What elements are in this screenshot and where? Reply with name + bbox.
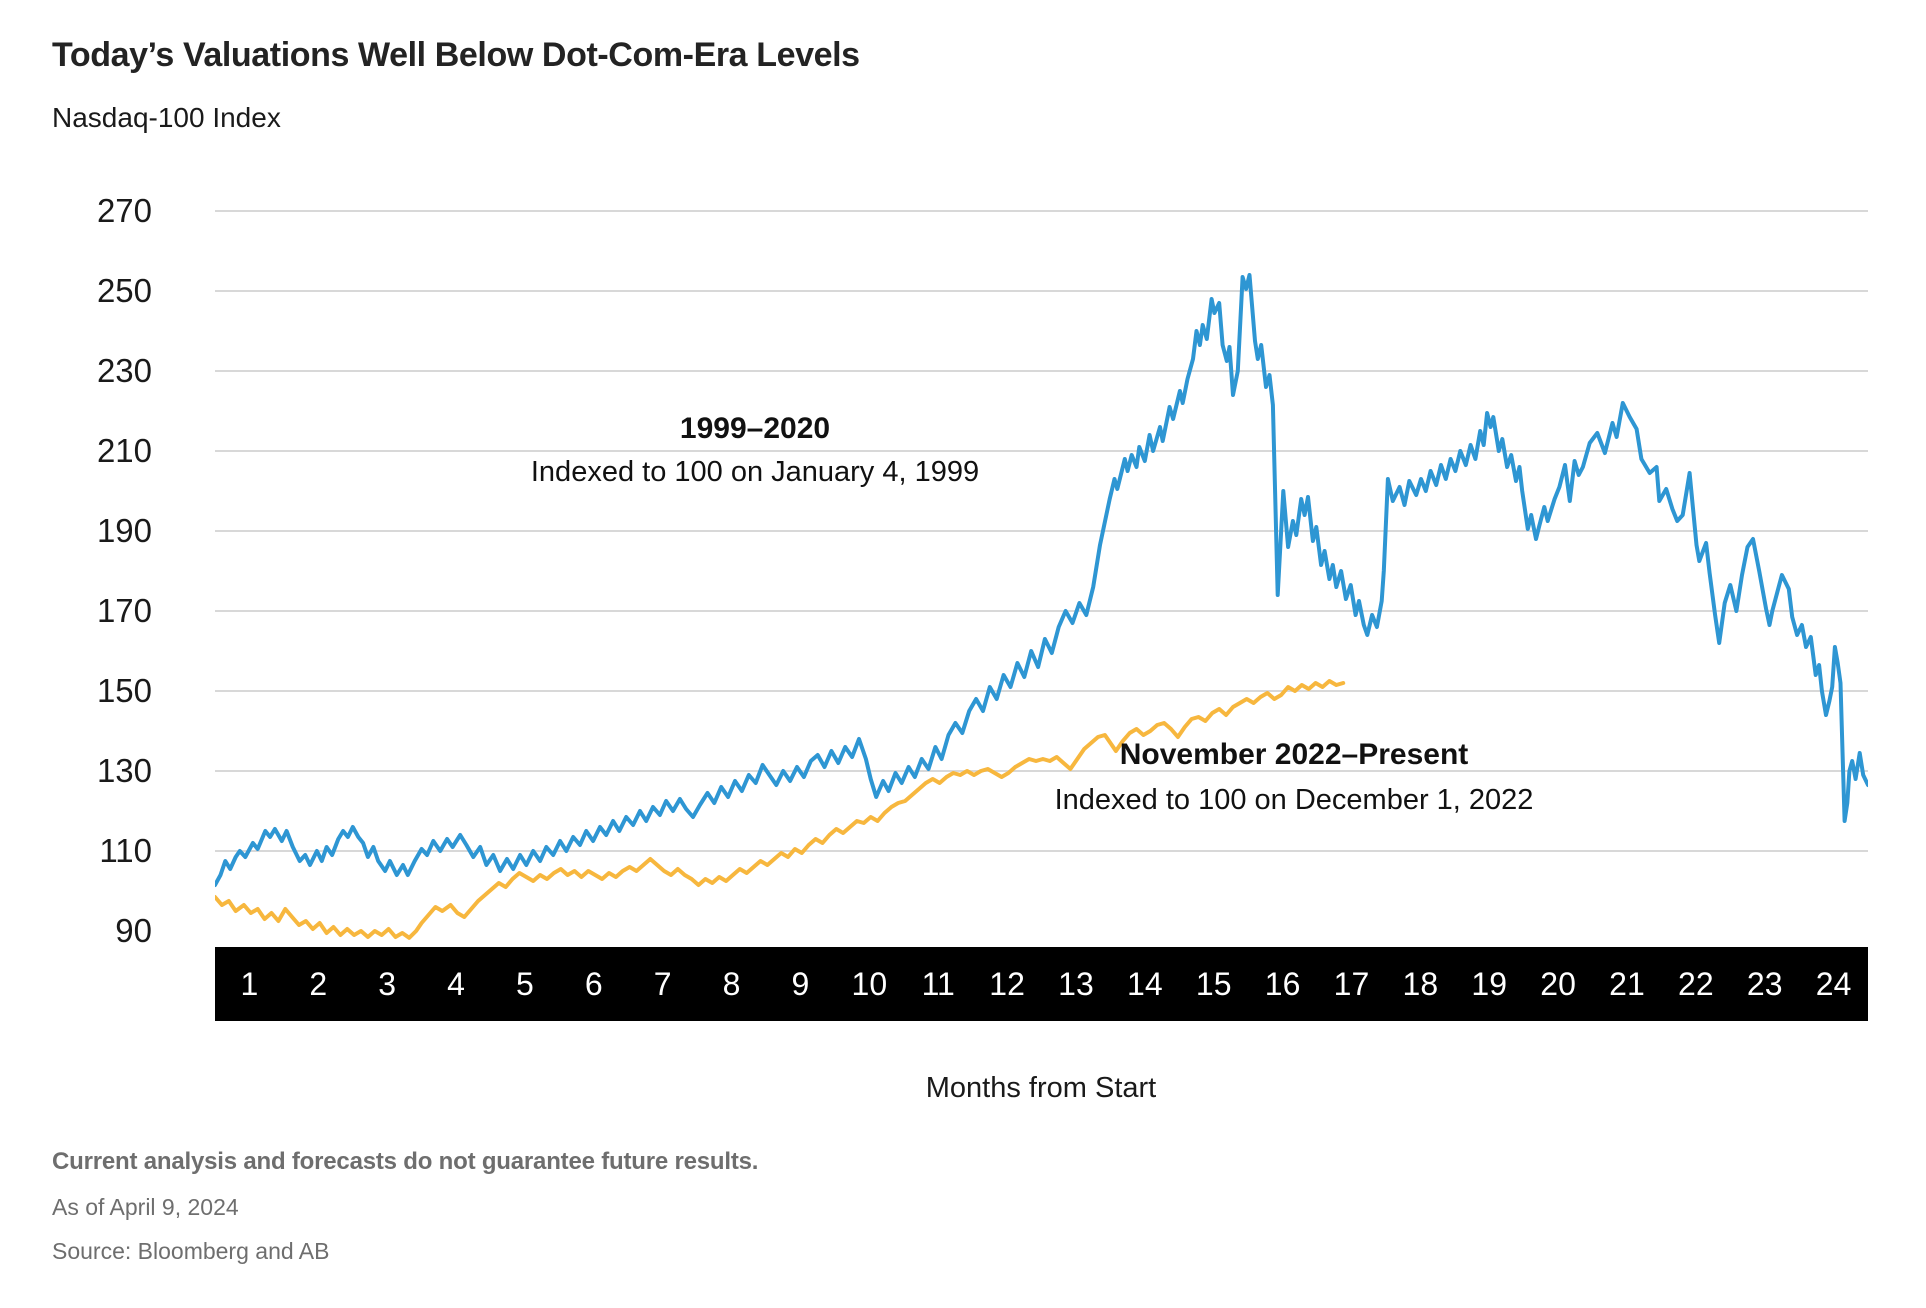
y-tick-label-90: 90 bbox=[115, 912, 152, 949]
x-tick-label-5: 5 bbox=[516, 966, 534, 1002]
y-tick-label-110: 110 bbox=[99, 832, 152, 869]
x-tick-label-9: 9 bbox=[791, 966, 810, 1002]
series1-annotation-title: 1999–2020 bbox=[679, 412, 831, 445]
x-tick-label-14: 14 bbox=[1127, 966, 1163, 1002]
y-tick-label-210: 210 bbox=[96, 432, 152, 469]
series2-annotation-title: November 2022–Present bbox=[1119, 738, 1469, 771]
x-tick-label-15: 15 bbox=[1195, 966, 1232, 1002]
y-tick-label-230: 230 bbox=[96, 352, 152, 389]
chart-title: Today’s Valuations Well Below Dot-Com-Er… bbox=[52, 36, 860, 74]
chart-subtitle: Nasdaq-100 Index bbox=[52, 102, 281, 133]
plot-area bbox=[215, 210, 1868, 940]
as-of-date: As of April 9, 2024 bbox=[52, 1194, 239, 1220]
series1-annotation-subtitle: Indexed to 100 on January 4, 1999 bbox=[530, 456, 980, 488]
x-axis-band: 1 2 3 4 5 6 7 8 9 10 11 12 13 14 15 16 17 18 19 20 21 22 23 24 bbox=[215, 947, 1868, 1021]
disclaimer-note: Current analysis and forecasts do not gu… bbox=[52, 1148, 759, 1175]
x-tick-label-12: 12 bbox=[989, 966, 1025, 1002]
y-tick-label-170: 170 bbox=[96, 592, 152, 629]
y-tick-label-250: 250 bbox=[96, 272, 152, 309]
x-tick-label-16: 16 bbox=[1264, 966, 1301, 1002]
x-tick-label-18: 18 bbox=[1402, 966, 1439, 1002]
x-tick-label-1: 1 bbox=[240, 966, 259, 1002]
x-tick-label-19: 19 bbox=[1471, 966, 1507, 1002]
x-tick-label-3: 3 bbox=[378, 966, 397, 1002]
series2-annotation-subtitle: Indexed to 100 on December 1, 2022 bbox=[1054, 784, 1534, 816]
x-tick-label-22: 22 bbox=[1678, 966, 1714, 1002]
x-tick-label-17: 17 bbox=[1333, 966, 1370, 1002]
x-tick-label-8: 8 bbox=[722, 966, 741, 1002]
x-axis-title: Months from Start bbox=[925, 1072, 1157, 1104]
x-tick-label-13: 13 bbox=[1058, 966, 1094, 1002]
x-tick-label-2: 2 bbox=[309, 966, 328, 1002]
y-tick-label-190: 190 bbox=[96, 512, 152, 549]
y-tick-label-150: 150 bbox=[96, 672, 152, 709]
source-note: Source: Bloomberg and AB bbox=[52, 1238, 330, 1264]
series-line-2 bbox=[215, 679, 1346, 940]
x-tick-label-10: 10 bbox=[851, 966, 888, 1002]
x-tick-label-7: 7 bbox=[653, 966, 672, 1002]
x-tick-label-4: 4 bbox=[447, 966, 465, 1002]
x-tick-label-23: 23 bbox=[1746, 966, 1783, 1002]
x-tick-label-20: 20 bbox=[1540, 966, 1576, 1002]
x-tick-label-6: 6 bbox=[584, 966, 603, 1002]
x-tick-label-21: 21 bbox=[1609, 966, 1645, 1002]
x-tick-label-24: 24 bbox=[1815, 966, 1852, 1002]
series-line-1 bbox=[215, 273, 1868, 887]
y-tick-label-270: 270 bbox=[96, 192, 152, 229]
y-tick-label-130: 130 bbox=[96, 752, 152, 789]
x-tick-label-11: 11 bbox=[921, 966, 955, 1002]
